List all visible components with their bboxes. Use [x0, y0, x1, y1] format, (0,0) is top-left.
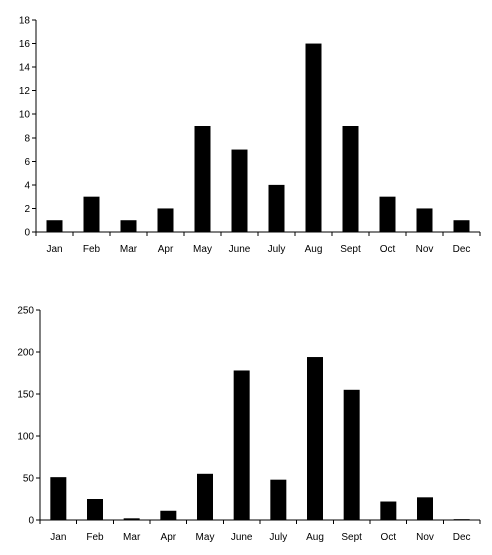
top-x-tick-label: Dec: [453, 244, 471, 255]
top-bar-sept: [342, 126, 359, 232]
bottom-bar-oct: [380, 501, 397, 520]
top-y-tick-label: 6: [24, 157, 30, 168]
top-y-tick-label: 18: [19, 16, 31, 27]
top-y-tick-label: 10: [19, 110, 31, 121]
top-x-tick-label: July: [268, 244, 286, 255]
bottom-bar-july: [270, 479, 287, 520]
top-x-tick-label: Apr: [158, 244, 174, 255]
bottom-y-tick-label: 150: [17, 390, 34, 401]
bottom-x-tick-label: Sept: [341, 532, 362, 543]
bottom-y-tick-label: 50: [23, 474, 35, 485]
bottom-y-tick-label: 0: [28, 516, 34, 527]
bottom-bar-aug: [307, 357, 323, 520]
top-x-tick-label: Mar: [120, 244, 138, 255]
top-bar-aug: [305, 43, 322, 232]
top-bar-oct: [379, 196, 396, 232]
bottom-y-tick-label: 250: [17, 306, 34, 317]
top-y-tick-label: 12: [19, 86, 31, 97]
top-x-tick-label: June: [229, 244, 251, 255]
top-bar-jan: [46, 220, 63, 232]
top-bar-feb: [83, 196, 100, 232]
bottom-bar-dec: [453, 519, 470, 520]
bottom-bar-apr: [160, 510, 177, 520]
top-bar-apr: [157, 208, 174, 232]
bottom-x-tick-label: Nov: [416, 532, 434, 543]
bottom-bar-june: [233, 370, 250, 520]
bottom-x-tick-label: Mar: [123, 532, 141, 543]
bottom-y-tick-label: 100: [17, 432, 34, 443]
top-y-tick-label: 16: [19, 39, 31, 50]
top-x-tick-label: Aug: [305, 244, 323, 255]
top-y-tick-label: 2: [24, 204, 30, 215]
bottom-x-tick-label: Feb: [86, 532, 104, 543]
top-bar-mar: [120, 220, 137, 232]
bottom-x-tick-label: June: [231, 532, 253, 543]
top-x-tick-label: May: [193, 244, 212, 255]
bottom-x-tick-label: July: [269, 532, 287, 543]
top-x-tick-label: Nov: [416, 244, 434, 255]
bottom-bar-may: [197, 473, 213, 520]
top-y-tick-label: 4: [24, 180, 30, 191]
bottom-x-tick-label: Dec: [453, 532, 471, 543]
bottom-bar-jan: [50, 477, 67, 520]
top-y-tick-label: 14: [19, 63, 31, 74]
top-bar-july: [268, 184, 285, 232]
bottom-x-tick-label: Jan: [50, 532, 66, 543]
top-bar-june: [231, 149, 248, 232]
bottom-bar-feb: [87, 499, 103, 520]
bottom-bar-sept: [343, 389, 360, 520]
top-x-tick-label: Feb: [83, 244, 101, 255]
top-y-tick-label: 0: [24, 228, 30, 239]
top-x-tick-label: Jan: [46, 244, 62, 255]
bottom-y-tick-label: 200: [17, 348, 34, 359]
bottom-x-tick-label: Apr: [161, 532, 177, 543]
bottom-x-tick-label: Oct: [381, 532, 397, 543]
top-y-tick-label: 8: [24, 133, 30, 144]
bottom-bar-nov: [417, 497, 433, 520]
top-bar-chart: 0 2 4 6 8 10 12 14 16 18 Jan Feb Mar Apr May June July Au…: [19, 16, 481, 255]
top-x-tick-label: Oct: [380, 244, 396, 255]
bottom-bar-chart: 0 50 100 150 200 250 Jan Feb Mar Apr May June July Au…: [17, 306, 481, 543]
bottom-x-tick-label: Aug: [306, 532, 324, 543]
bottom-x-tick-label: May: [196, 532, 215, 543]
bottom-bar-mar: [123, 518, 140, 520]
top-bar-dec: [453, 220, 470, 232]
top-bar-nov: [416, 208, 433, 232]
top-x-tick-label: Sept: [340, 244, 361, 255]
top-bar-may: [194, 126, 211, 232]
